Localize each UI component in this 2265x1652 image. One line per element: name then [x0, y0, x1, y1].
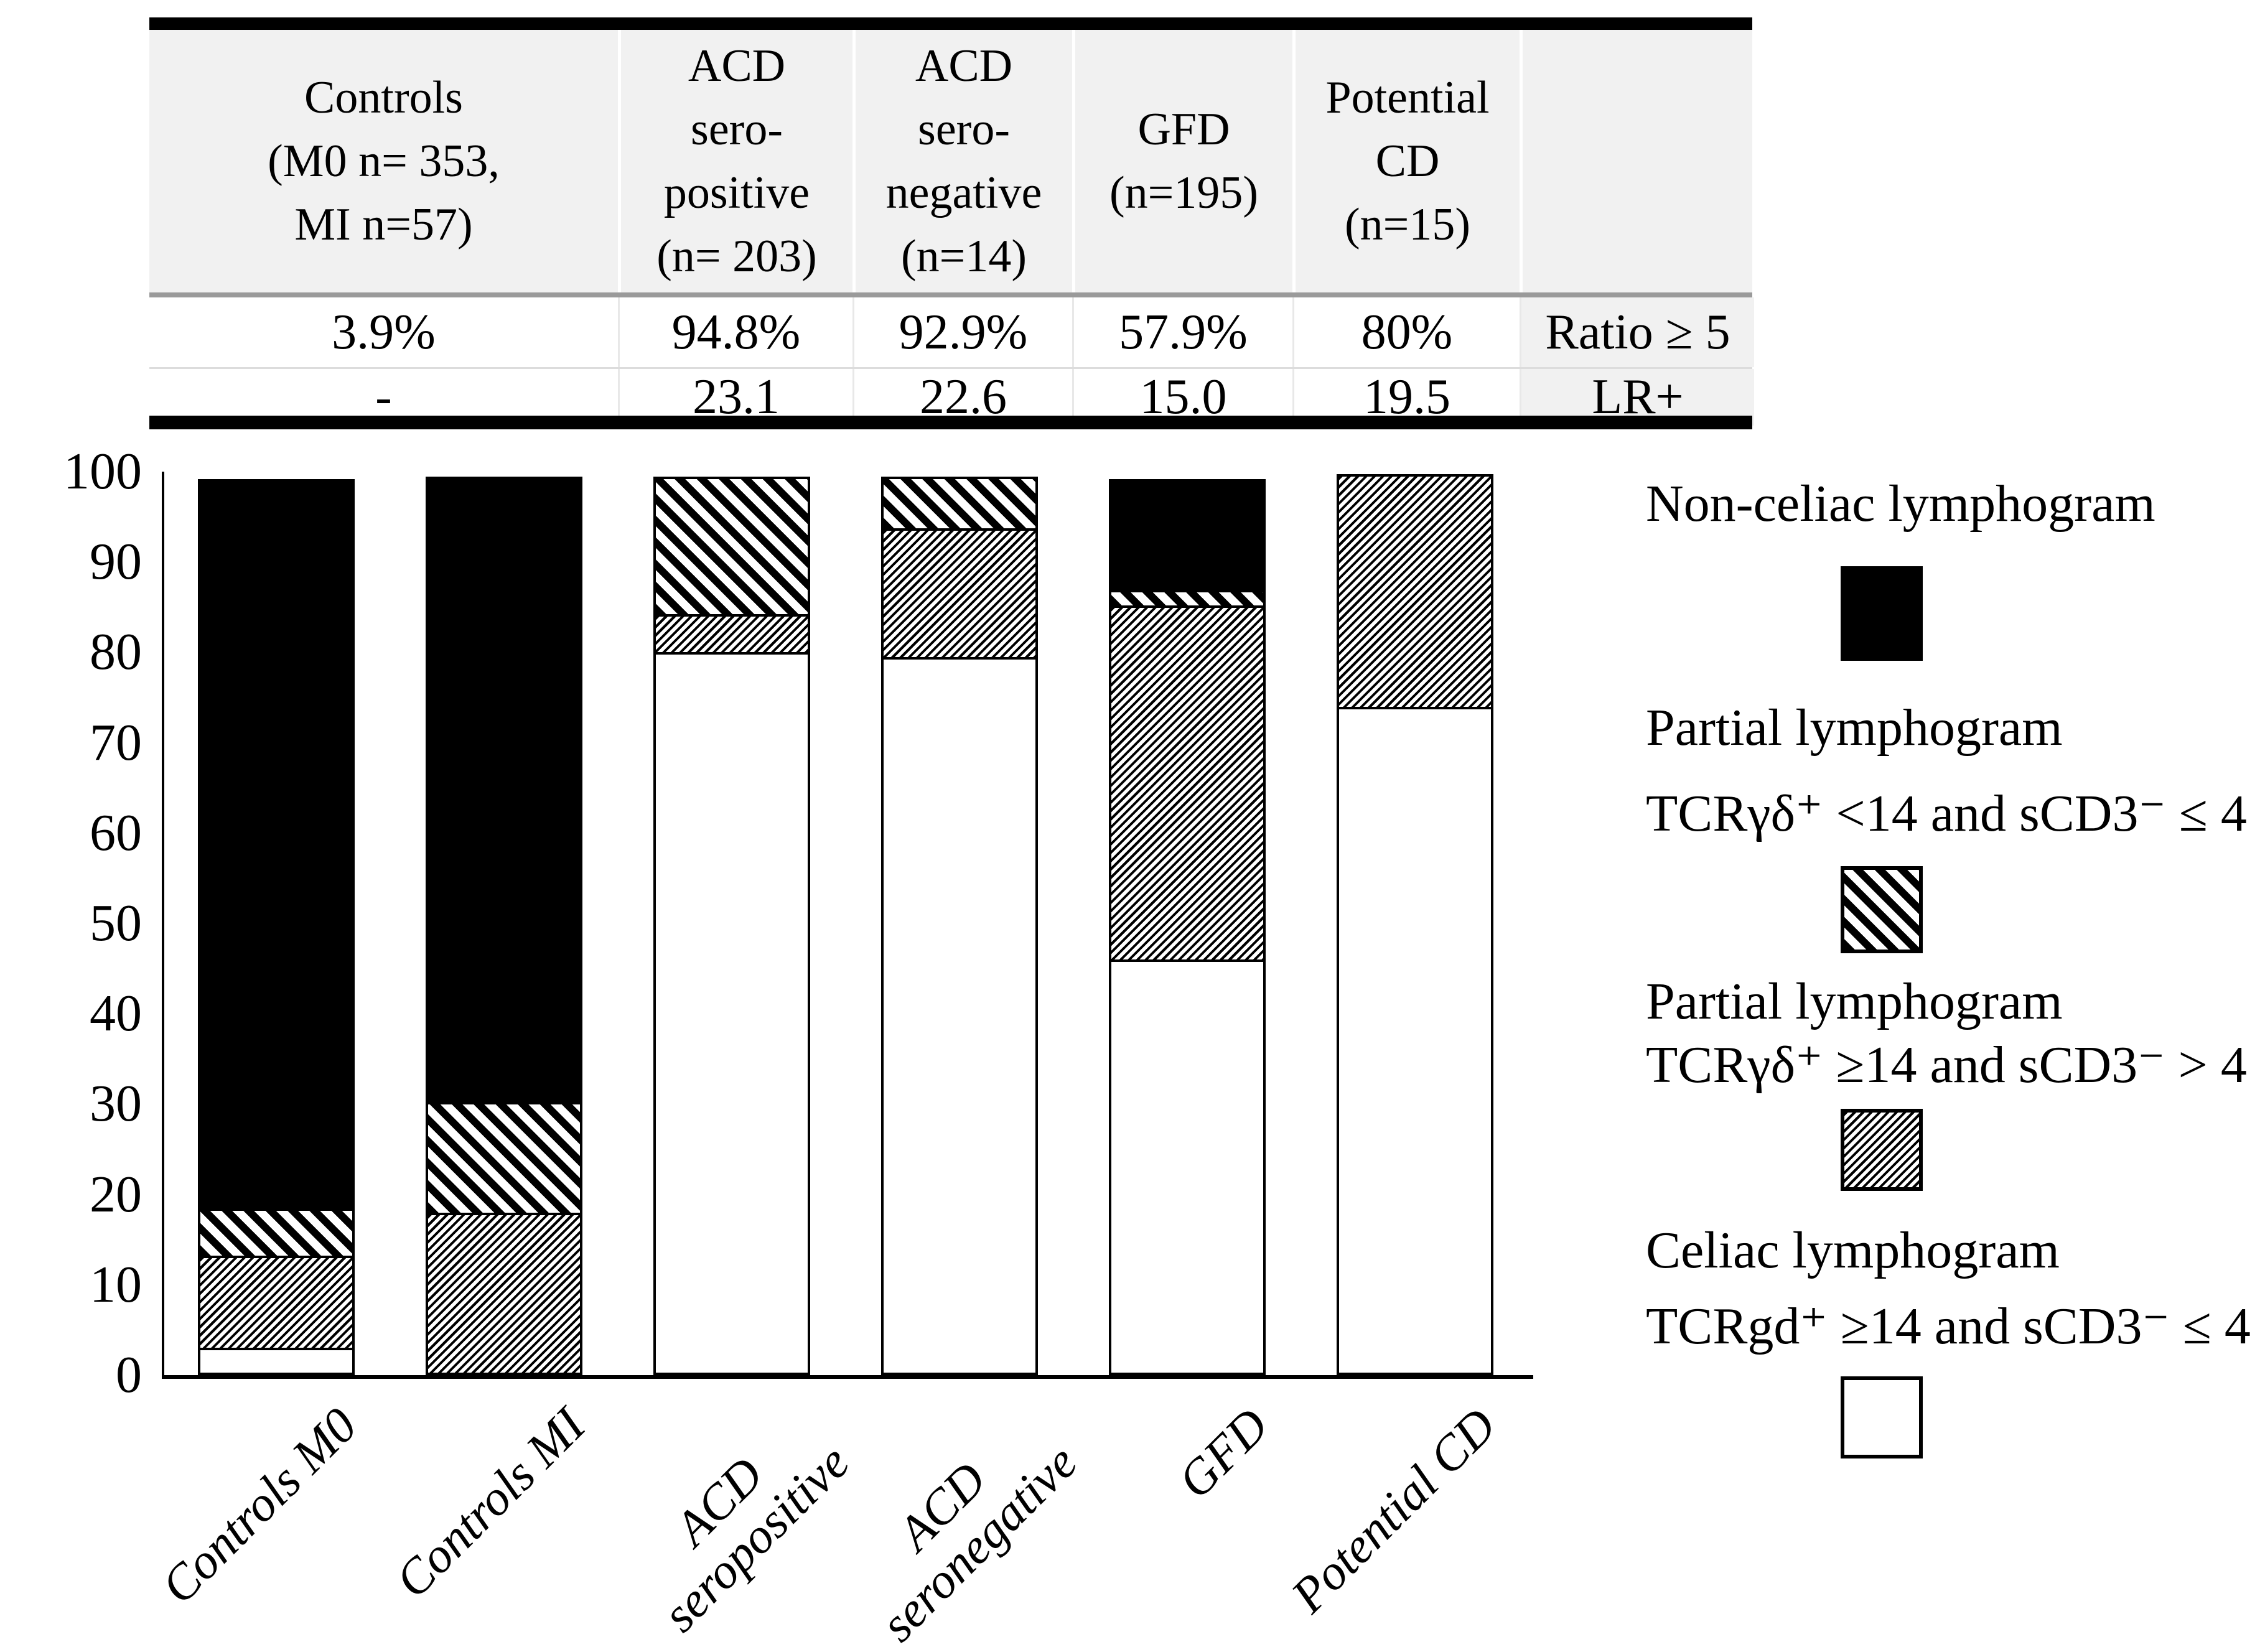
- x-tick-label: ACD seropositive: [652, 1434, 861, 1643]
- y-tick-label: 0: [116, 1346, 142, 1404]
- y-tick-label: 100: [63, 442, 142, 500]
- segment-white: [1109, 959, 1266, 1375]
- y-tick-label: 70: [90, 713, 142, 772]
- stats-table: Controls (M0 n= 353, MI n=57) ACD sero- …: [149, 17, 1754, 429]
- ratio-acd-seronegative: 92.9%: [852, 297, 1072, 367]
- y-tick-label: 50: [90, 894, 142, 952]
- stacked-bar-chart: 100 90 80 70 60 50 40 30 20 10 0 Controls M0 Contro…: [63, 442, 1533, 1652]
- legend-swatch-white: [1841, 1376, 1923, 1458]
- ratio-gfd: 57.9%: [1072, 297, 1292, 367]
- y-tick-label: 60: [90, 803, 142, 862]
- segment-bold-diagonal: [426, 1102, 582, 1215]
- legend-title: Partial lymphogram: [1646, 973, 2063, 1030]
- segment-fine-diagonal: [653, 614, 810, 655]
- x-tick-label: Potential CD: [1281, 1398, 1506, 1623]
- y-tick-label: 10: [90, 1255, 142, 1314]
- segment-fine-diagonal: [881, 528, 1038, 660]
- y-tick-label: 30: [90, 1075, 142, 1133]
- segment-bold-diagonal: [881, 477, 1038, 531]
- bar-potential-cd: [1337, 474, 1493, 1375]
- segment-fine-diagonal: [426, 1212, 582, 1375]
- segment-white: [881, 656, 1038, 1375]
- legend-title: Partial lymphogram: [1646, 699, 2063, 757]
- segment-white: [1337, 706, 1493, 1375]
- bar-acd-seropositive: [653, 477, 810, 1375]
- legend-title: Non-celiac lymphogram: [1646, 475, 2155, 533]
- y-tick-label: 80: [90, 623, 142, 681]
- legend-swatch-bold-diagonal: [1841, 866, 1923, 953]
- ratio-acd-seropositive: 94.8%: [618, 297, 852, 367]
- bar-controls-mi: [426, 477, 582, 1375]
- bar-gfd: [1109, 479, 1266, 1375]
- legend-criteria: TCRγδ⁺ ≥14 and sCD3⁻ > 4: [1646, 1036, 2247, 1094]
- bar-acd-seronegative: [881, 477, 1038, 1375]
- ratio-row: 3.9% 94.8% 92.9% 57.9% 80% Ratio ≥ 5: [149, 297, 1754, 367]
- header-empty: [1520, 30, 1754, 292]
- legend-swatch-fine-diagonal: [1841, 1109, 1923, 1191]
- x-tick-label: Controls M0: [151, 1398, 368, 1615]
- segment-white: [198, 1348, 355, 1375]
- header-acd-seropositive: ACD sero- positive (n= 203): [618, 30, 852, 292]
- table-header-row: Controls (M0 n= 353, MI n=57) ACD sero- …: [149, 30, 1752, 292]
- chart-legend: Non-celiac lymphogram Partial lymphogram T…: [1646, 0, 2262, 1592]
- table-header-divider: [149, 292, 1752, 297]
- x-tick-label: GFD: [1167, 1398, 1279, 1510]
- segment-fine-diagonal: [198, 1256, 355, 1351]
- table-row-separator: [149, 367, 1752, 369]
- segment-fine-diagonal: [1109, 605, 1266, 963]
- plot-area: [162, 472, 1533, 1379]
- header-gfd: GFD (n=195): [1072, 30, 1292, 292]
- legend-criteria: TCRgd⁺ ≥14 and sCD3⁻ ≤ 4: [1646, 1297, 2251, 1355]
- segment-black: [426, 477, 582, 1105]
- segment-white: [653, 652, 810, 1375]
- figure-page: Controls (M0 n= 353, MI n=57) ACD sero- …: [63, 0, 2262, 1652]
- x-tick-label: Controls MI: [385, 1398, 595, 1608]
- legend-swatch-black: [1841, 566, 1923, 661]
- y-tick-label: 20: [90, 1165, 142, 1223]
- segment-bold-diagonal: [653, 477, 810, 617]
- y-tick-label: 90: [90, 533, 142, 591]
- header-acd-seronegative: ACD sero- negative (n=14): [852, 30, 1072, 292]
- segment-black: [1109, 479, 1266, 592]
- ratio-controls: 3.9%: [149, 297, 618, 367]
- legend-title: Celiac lymphogram: [1646, 1221, 2060, 1279]
- table-bottom-border: [149, 416, 1752, 429]
- ratio-potential-cd: 80%: [1292, 297, 1520, 367]
- segment-bold-diagonal: [198, 1208, 355, 1258]
- bar-controls-m0: [198, 479, 355, 1375]
- segment-fine-diagonal: [1337, 474, 1493, 709]
- segment-black: [198, 479, 355, 1211]
- legend-criteria: TCRγδ⁺ <14 and sCD3⁻ ≤ 4: [1646, 785, 2247, 842]
- table-top-border: [149, 17, 1752, 30]
- header-controls: Controls (M0 n= 353, MI n=57): [268, 72, 500, 251]
- y-tick-label: 40: [90, 984, 142, 1043]
- ratio-row-label: Ratio ≥ 5: [1520, 297, 1754, 367]
- x-tick-label: ACD seronegative: [871, 1434, 1088, 1652]
- header-potential-cd: Potential CD (n=15): [1292, 30, 1520, 292]
